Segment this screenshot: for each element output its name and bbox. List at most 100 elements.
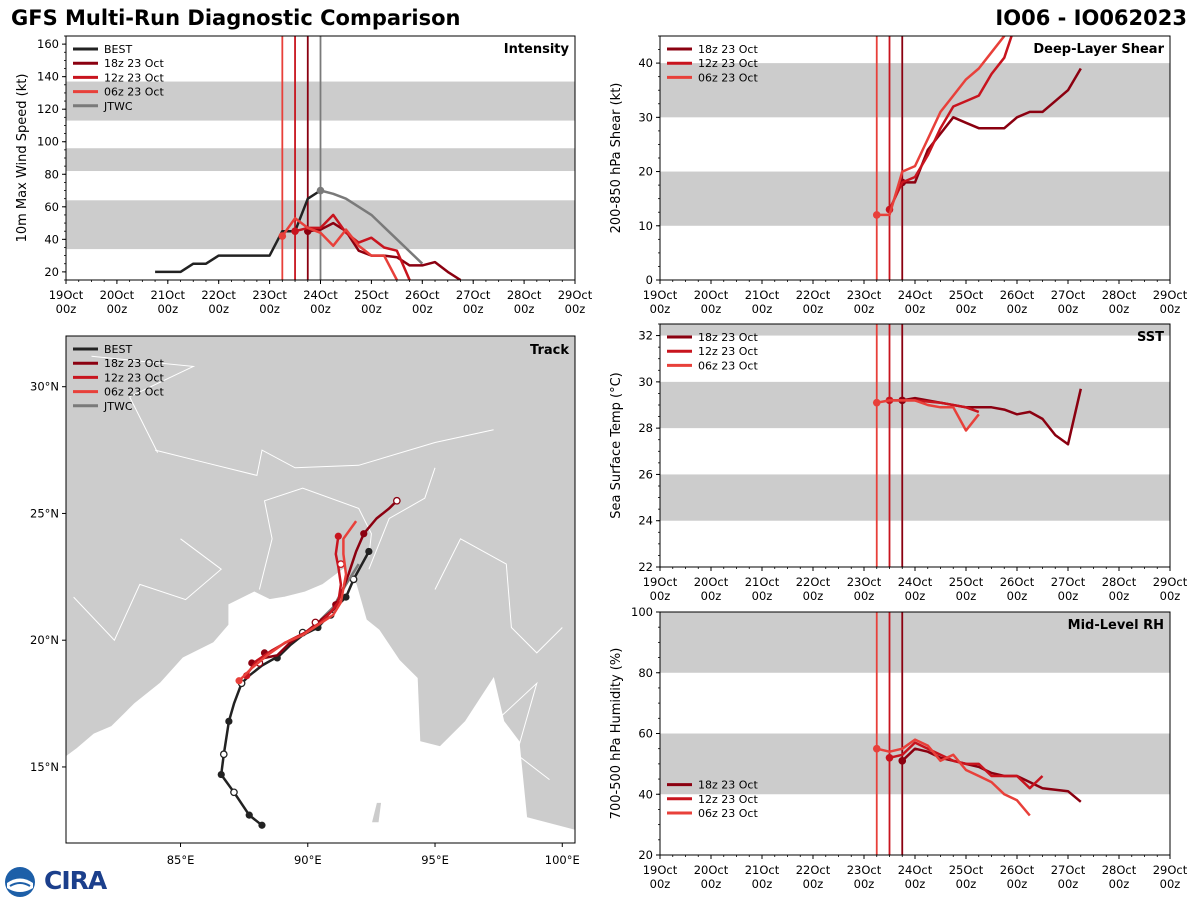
x-tick-sublabel: 00z (259, 302, 280, 316)
land-mass (370, 801, 383, 824)
x-tick-label: 26Oct (1000, 863, 1035, 877)
x-tick-label: 28Oct (1102, 575, 1137, 589)
x-tick-sublabel: 00z (157, 302, 178, 316)
y-tick-label: 30 (638, 110, 653, 124)
legend-label: 18z 23 Oct (104, 57, 164, 70)
legend-label: JTWC (103, 100, 133, 113)
x-tick-sublabel: 00z (1007, 877, 1028, 891)
x-tick-label: 19Oct (643, 863, 678, 877)
x-tick-sublabel: 00z (905, 302, 926, 316)
y-tick-label: 28 (638, 421, 653, 435)
plot-area (660, 612, 1170, 855)
x-tick-label: 29Oct (558, 288, 593, 302)
x-tick-sublabel: 00z (1058, 589, 1079, 603)
track-line (238, 520, 358, 682)
x-tick-sublabel: 00z (208, 302, 229, 316)
track-point (360, 530, 368, 538)
y-tick-label: 120 (37, 102, 59, 116)
panel-title: Intensity (504, 42, 570, 57)
y-tick-label: 140 (37, 70, 59, 84)
track-point (342, 593, 350, 601)
legend-label: 12z 23 Oct (698, 345, 758, 358)
x-tick-label: 20Oct (694, 575, 729, 589)
x-tick-sublabel: 00z (310, 302, 331, 316)
y-axis-label: 10m Max Wind Speed (kt) (15, 74, 30, 243)
series-line (876, 738, 1031, 817)
legend-label: 18z 23 Oct (698, 43, 758, 56)
track-point (235, 677, 243, 685)
y-tick-label: 80 (638, 666, 653, 680)
map-area (66, 336, 575, 843)
x-tick-label: 27Oct (1051, 288, 1086, 302)
x-tick-sublabel: 00z (56, 302, 77, 316)
noaa-icon (5, 867, 35, 897)
x-tick-sublabel: 00z (514, 302, 535, 316)
x-tick-label: 85°E (167, 853, 195, 867)
border-line (368, 467, 436, 570)
x-tick-label: 24Oct (898, 575, 933, 589)
panel-title: Deep-Layer Shear (1033, 42, 1164, 57)
y-tick-label: 0 (646, 273, 653, 287)
y-tick-label: 160 (37, 37, 59, 51)
x-tick-label: 28Oct (507, 288, 542, 302)
y-tick-label: 100 (37, 135, 59, 149)
y-tick-label: 40 (638, 787, 653, 801)
x-tick-label: 19Oct (643, 575, 678, 589)
x-tick-label: 20Oct (100, 288, 135, 302)
series-line (876, 36, 1006, 217)
x-tick-label: 95°E (421, 853, 449, 867)
legend-label: 18z 23 Oct (698, 779, 758, 792)
border-line (434, 538, 563, 654)
y-tick-label: 40 (44, 232, 59, 246)
x-tick-sublabel: 00z (463, 302, 484, 316)
x-tick-sublabel: 00z (956, 589, 977, 603)
series-line (889, 741, 1044, 790)
y-tick-label: 30 (638, 375, 653, 389)
init-marker (872, 744, 881, 753)
plot-area (660, 36, 1170, 280)
x-tick-label: 90°E (294, 853, 322, 867)
x-tick-sublabel: 00z (1109, 589, 1130, 603)
shaded-band (660, 63, 1170, 118)
x-tick-sublabel: 00z (107, 302, 128, 316)
x-tick-sublabel: 00z (701, 589, 722, 603)
x-tick-label: 22Oct (796, 288, 831, 302)
init-marker (278, 232, 287, 240)
track-point (258, 821, 266, 829)
y-tick-label: 20 (638, 165, 653, 179)
y-axis-label: 200-850 hPa Shear (kt) (609, 83, 624, 234)
x-tick-label: 24Oct (303, 288, 338, 302)
panel-rh: 2040608010019Oct00z20Oct00z21Oct00z22Oct… (609, 605, 1188, 891)
border-line (73, 538, 223, 642)
init-marker (316, 186, 325, 195)
y-axis-label: Sea Surface Temp (°C) (609, 372, 624, 519)
x-tick-sublabel: 00z (701, 302, 722, 316)
panel-intensity: 2040608010012014016019Oct00z20Oct00z21Oc… (15, 35, 593, 316)
series-line (888, 36, 1013, 211)
x-tick-sublabel: 00z (650, 302, 671, 316)
legend-label: BEST (104, 43, 132, 56)
cira-logo: CIRA (4, 866, 114, 898)
x-tick-sublabel: 00z (412, 302, 433, 316)
x-tick-label: 23Oct (847, 288, 882, 302)
x-tick-label: 26Oct (1000, 575, 1035, 589)
y-tick-label: 24 (638, 514, 653, 528)
x-tick-label: 20Oct (694, 863, 729, 877)
y-tick-label: 30°N (30, 380, 59, 394)
shaded-band (660, 612, 1170, 673)
shaded-band (660, 324, 1170, 336)
border-line (258, 487, 372, 590)
init-marker (898, 757, 907, 765)
legend-label: 06z 23 Oct (104, 386, 164, 399)
x-tick-label: 25Oct (949, 575, 984, 589)
x-tick-label: 27Oct (1051, 575, 1086, 589)
border-line (500, 681, 550, 780)
y-tick-label: 20 (44, 265, 59, 279)
x-tick-label: 26Oct (1000, 288, 1035, 302)
x-tick-label: 29Oct (1153, 288, 1188, 302)
figure-title: GFS Multi-Run Diagnostic Comparison (11, 6, 461, 30)
legend-label: 06z 23 Oct (104, 86, 164, 99)
